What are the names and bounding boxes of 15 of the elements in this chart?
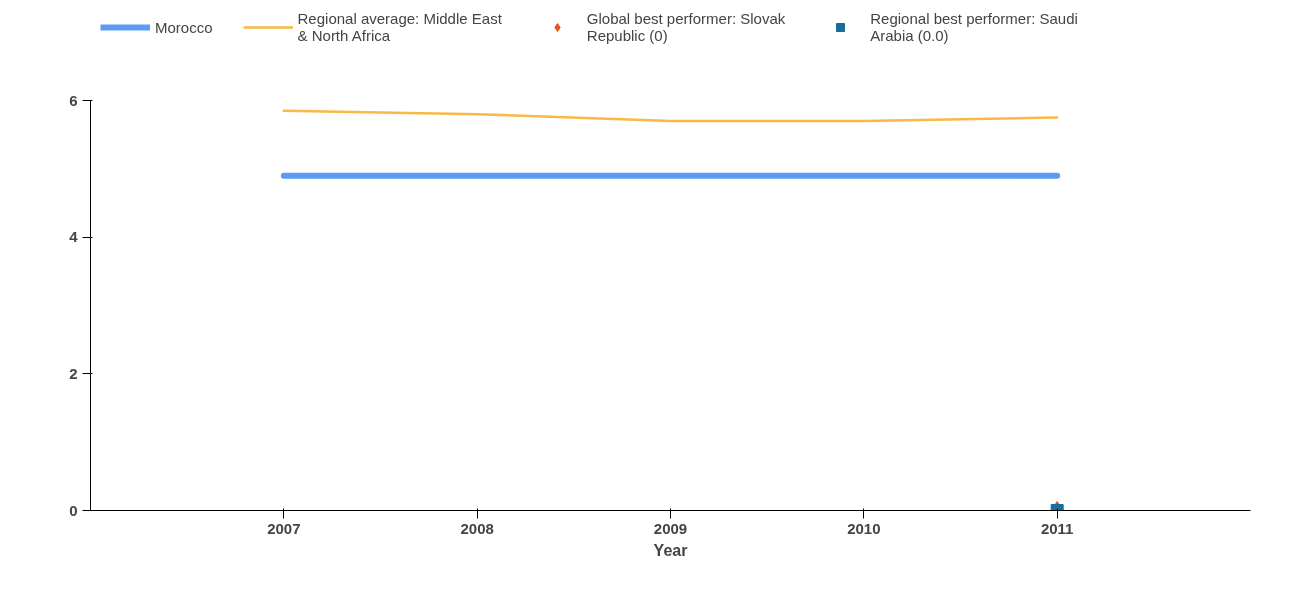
y-tick-label: 6	[69, 91, 78, 109]
x-axis-title: Year	[653, 541, 688, 559]
y-tick-label: 0	[69, 501, 78, 519]
x-tick-label: 2010	[847, 519, 881, 537]
line-series	[282, 109, 1059, 123]
x-tick-label: 2008	[460, 519, 494, 537]
legend-label: Regional average: Middle East & North Africa	[297, 10, 502, 44]
legend-label: Morocco	[155, 18, 213, 36]
y-tick-label: 4	[69, 228, 79, 246]
legend-label: Regional best performer: Saudi Arabia (0.0)	[870, 10, 1078, 44]
x-tick-label: 2007	[267, 519, 301, 537]
x-tick-label: 2011	[1040, 519, 1074, 537]
legend-label: Global best performer: Slovak Republic (0)	[586, 10, 786, 44]
x-tick-label: 2009	[653, 519, 688, 537]
y-tick-label: 2	[69, 364, 78, 382]
